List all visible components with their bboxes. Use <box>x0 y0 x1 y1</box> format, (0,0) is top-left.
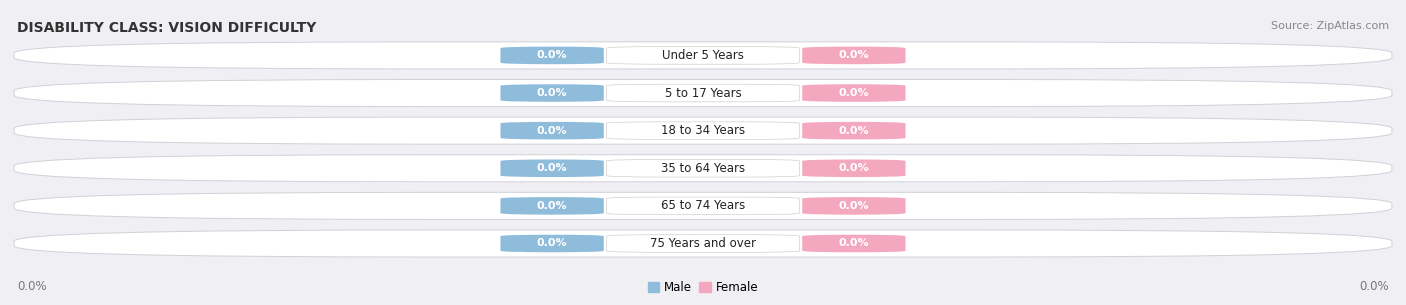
FancyBboxPatch shape <box>606 122 800 139</box>
Text: 65 to 74 Years: 65 to 74 Years <box>661 199 745 212</box>
FancyBboxPatch shape <box>803 47 905 64</box>
Text: 0.0%: 0.0% <box>537 239 568 249</box>
FancyBboxPatch shape <box>501 84 603 102</box>
FancyBboxPatch shape <box>501 122 603 139</box>
Legend: Male, Female: Male, Female <box>643 277 763 299</box>
Text: Under 5 Years: Under 5 Years <box>662 49 744 62</box>
FancyBboxPatch shape <box>14 80 1392 106</box>
FancyBboxPatch shape <box>803 197 905 215</box>
Text: 0.0%: 0.0% <box>537 88 568 98</box>
Text: 0.0%: 0.0% <box>1360 280 1389 293</box>
FancyBboxPatch shape <box>501 197 603 215</box>
FancyBboxPatch shape <box>606 160 800 177</box>
Text: DISABILITY CLASS: VISION DIFFICULTY: DISABILITY CLASS: VISION DIFFICULTY <box>17 21 316 35</box>
FancyBboxPatch shape <box>606 235 800 252</box>
FancyBboxPatch shape <box>606 197 800 215</box>
FancyBboxPatch shape <box>501 235 603 252</box>
Text: 0.0%: 0.0% <box>838 201 869 211</box>
FancyBboxPatch shape <box>14 117 1392 144</box>
Text: 5 to 17 Years: 5 to 17 Years <box>665 87 741 99</box>
Text: 75 Years and over: 75 Years and over <box>650 237 756 250</box>
FancyBboxPatch shape <box>14 155 1392 182</box>
Text: 0.0%: 0.0% <box>838 88 869 98</box>
Text: Source: ZipAtlas.com: Source: ZipAtlas.com <box>1271 21 1389 31</box>
Text: 0.0%: 0.0% <box>838 163 869 173</box>
FancyBboxPatch shape <box>803 84 905 102</box>
FancyBboxPatch shape <box>501 160 603 177</box>
Text: 18 to 34 Years: 18 to 34 Years <box>661 124 745 137</box>
FancyBboxPatch shape <box>606 84 800 102</box>
Text: 0.0%: 0.0% <box>537 126 568 136</box>
Text: 0.0%: 0.0% <box>537 163 568 173</box>
Text: 0.0%: 0.0% <box>537 201 568 211</box>
FancyBboxPatch shape <box>14 230 1392 257</box>
FancyBboxPatch shape <box>803 122 905 139</box>
Text: 35 to 64 Years: 35 to 64 Years <box>661 162 745 175</box>
FancyBboxPatch shape <box>803 235 905 252</box>
Text: 0.0%: 0.0% <box>838 50 869 60</box>
Text: 0.0%: 0.0% <box>838 126 869 136</box>
FancyBboxPatch shape <box>14 192 1392 219</box>
FancyBboxPatch shape <box>14 42 1392 69</box>
FancyBboxPatch shape <box>501 47 603 64</box>
Text: 0.0%: 0.0% <box>537 50 568 60</box>
Text: 0.0%: 0.0% <box>17 280 46 293</box>
Text: 0.0%: 0.0% <box>838 239 869 249</box>
FancyBboxPatch shape <box>606 47 800 64</box>
FancyBboxPatch shape <box>803 160 905 177</box>
